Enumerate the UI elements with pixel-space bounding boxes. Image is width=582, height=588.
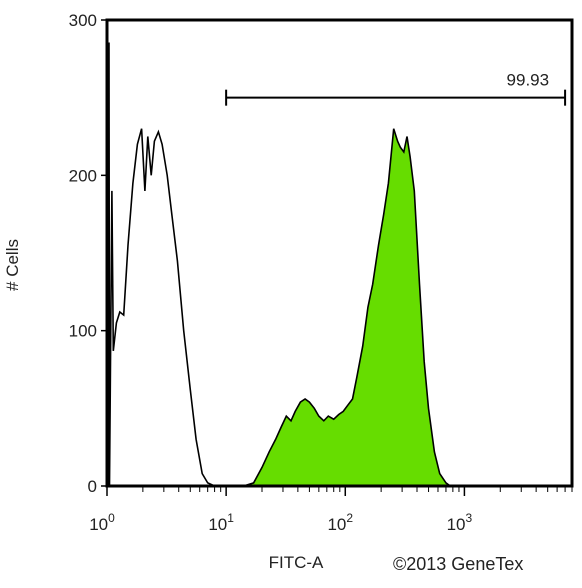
x-tick-label: 103	[447, 511, 473, 534]
gate-label: 99.93	[507, 71, 550, 90]
y-tick-label: 0	[88, 477, 97, 496]
y-axis-title: # Cells	[3, 239, 22, 291]
histogram-filled-series	[243, 128, 453, 487]
x-tick-label: 102	[327, 511, 353, 534]
copyright-notice: ©2013 GeneTex	[393, 554, 524, 574]
y-tick-label: 200	[69, 166, 97, 185]
axes: 0 100 200 300 100 101 102 103 99.93	[69, 11, 574, 534]
y-tick-label: 300	[69, 11, 97, 30]
y-axis-label: # Cells	[3, 239, 22, 291]
plot-area	[107, 42, 453, 487]
x-tick-label: 100	[89, 511, 115, 534]
x-tick-label: 101	[208, 511, 234, 534]
histogram-outline-series	[107, 42, 215, 487]
y-tick-label: 100	[69, 322, 97, 341]
x-axis-label: FITC-A	[269, 553, 324, 572]
